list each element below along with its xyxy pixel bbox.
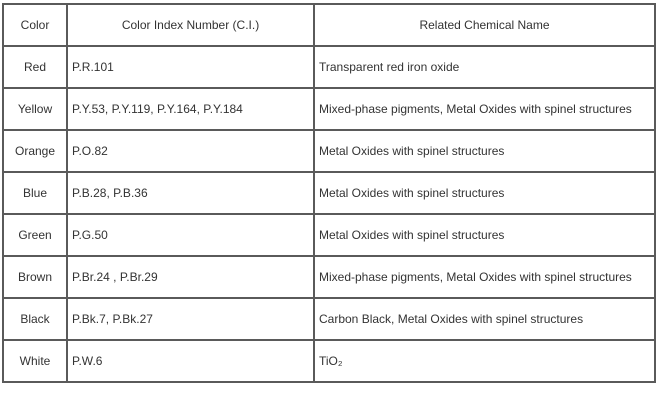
- cell-ci: P.Br.24 , P.Br.29: [66, 255, 315, 299]
- cell-chemical: Metal Oxides with spinel structures: [313, 171, 656, 215]
- cell-ci: P.O.82: [66, 129, 315, 173]
- cell-ci: P.G.50: [66, 213, 315, 257]
- cell-ci: P.Bk.7, P.Bk.27: [66, 297, 315, 341]
- cell-color: Red: [2, 45, 68, 89]
- cell-chemical: Metal Oxides with spinel structures: [313, 129, 656, 173]
- header-chemical: Related Chemical Name: [313, 3, 656, 47]
- cell-chemical: Transparent red iron oxide: [313, 45, 656, 89]
- cell-color: Orange: [2, 129, 68, 173]
- cell-ci: P.B.28, P.B.36: [66, 171, 315, 215]
- header-color: Color: [2, 3, 68, 47]
- table-row: Black P.Bk.7, P.Bk.27 Carbon Black, Metal …: [2, 297, 656, 341]
- cell-color: Brown: [2, 255, 68, 299]
- table-row: Red P.R.101 Transparent red iron oxide: [2, 45, 656, 89]
- cell-color: Black: [2, 297, 68, 341]
- cell-color: Green: [2, 213, 68, 257]
- cell-chemical: Carbon Black, Metal Oxides with spinel s…: [313, 297, 656, 341]
- cell-ci: P.R.101: [66, 45, 315, 89]
- table-row: Orange P.O.82 Metal Oxides with spinel str…: [2, 129, 656, 173]
- cell-chemical: Mixed-phase pigments, Metal Oxides with …: [313, 87, 656, 131]
- table-row: White P.W.6 TiO₂: [2, 339, 656, 383]
- cell-color: Blue: [2, 171, 68, 215]
- cell-chemical: Metal Oxides with spinel structures: [313, 213, 656, 257]
- pigment-table: Color Color Index Number (C.I.) Related …: [2, 3, 656, 383]
- table-row: Blue P.B.28, P.B.36 Metal Oxides with spin…: [2, 171, 656, 215]
- cell-chemical: Mixed-phase pigments, Metal Oxides with …: [313, 255, 656, 299]
- table-row: Brown P.Br.24 , P.Br.29 Mixed-phase pigmen…: [2, 255, 656, 299]
- table-row: Yellow P.Y.53, P.Y.119, P.Y.164, P.Y.184 M…: [2, 87, 656, 131]
- cell-ci: P.Y.53, P.Y.119, P.Y.164, P.Y.184: [66, 87, 315, 131]
- header-ci: Color Index Number (C.I.): [66, 3, 315, 47]
- header-row: Color Color Index Number (C.I.) Related …: [2, 3, 656, 47]
- cell-color: White: [2, 339, 68, 383]
- cell-color: Yellow: [2, 87, 68, 131]
- table-row: Green P.G.50 Metal Oxides with spinel stru…: [2, 213, 656, 257]
- cell-ci: P.W.6: [66, 339, 315, 383]
- cell-chemical: TiO₂: [313, 339, 656, 383]
